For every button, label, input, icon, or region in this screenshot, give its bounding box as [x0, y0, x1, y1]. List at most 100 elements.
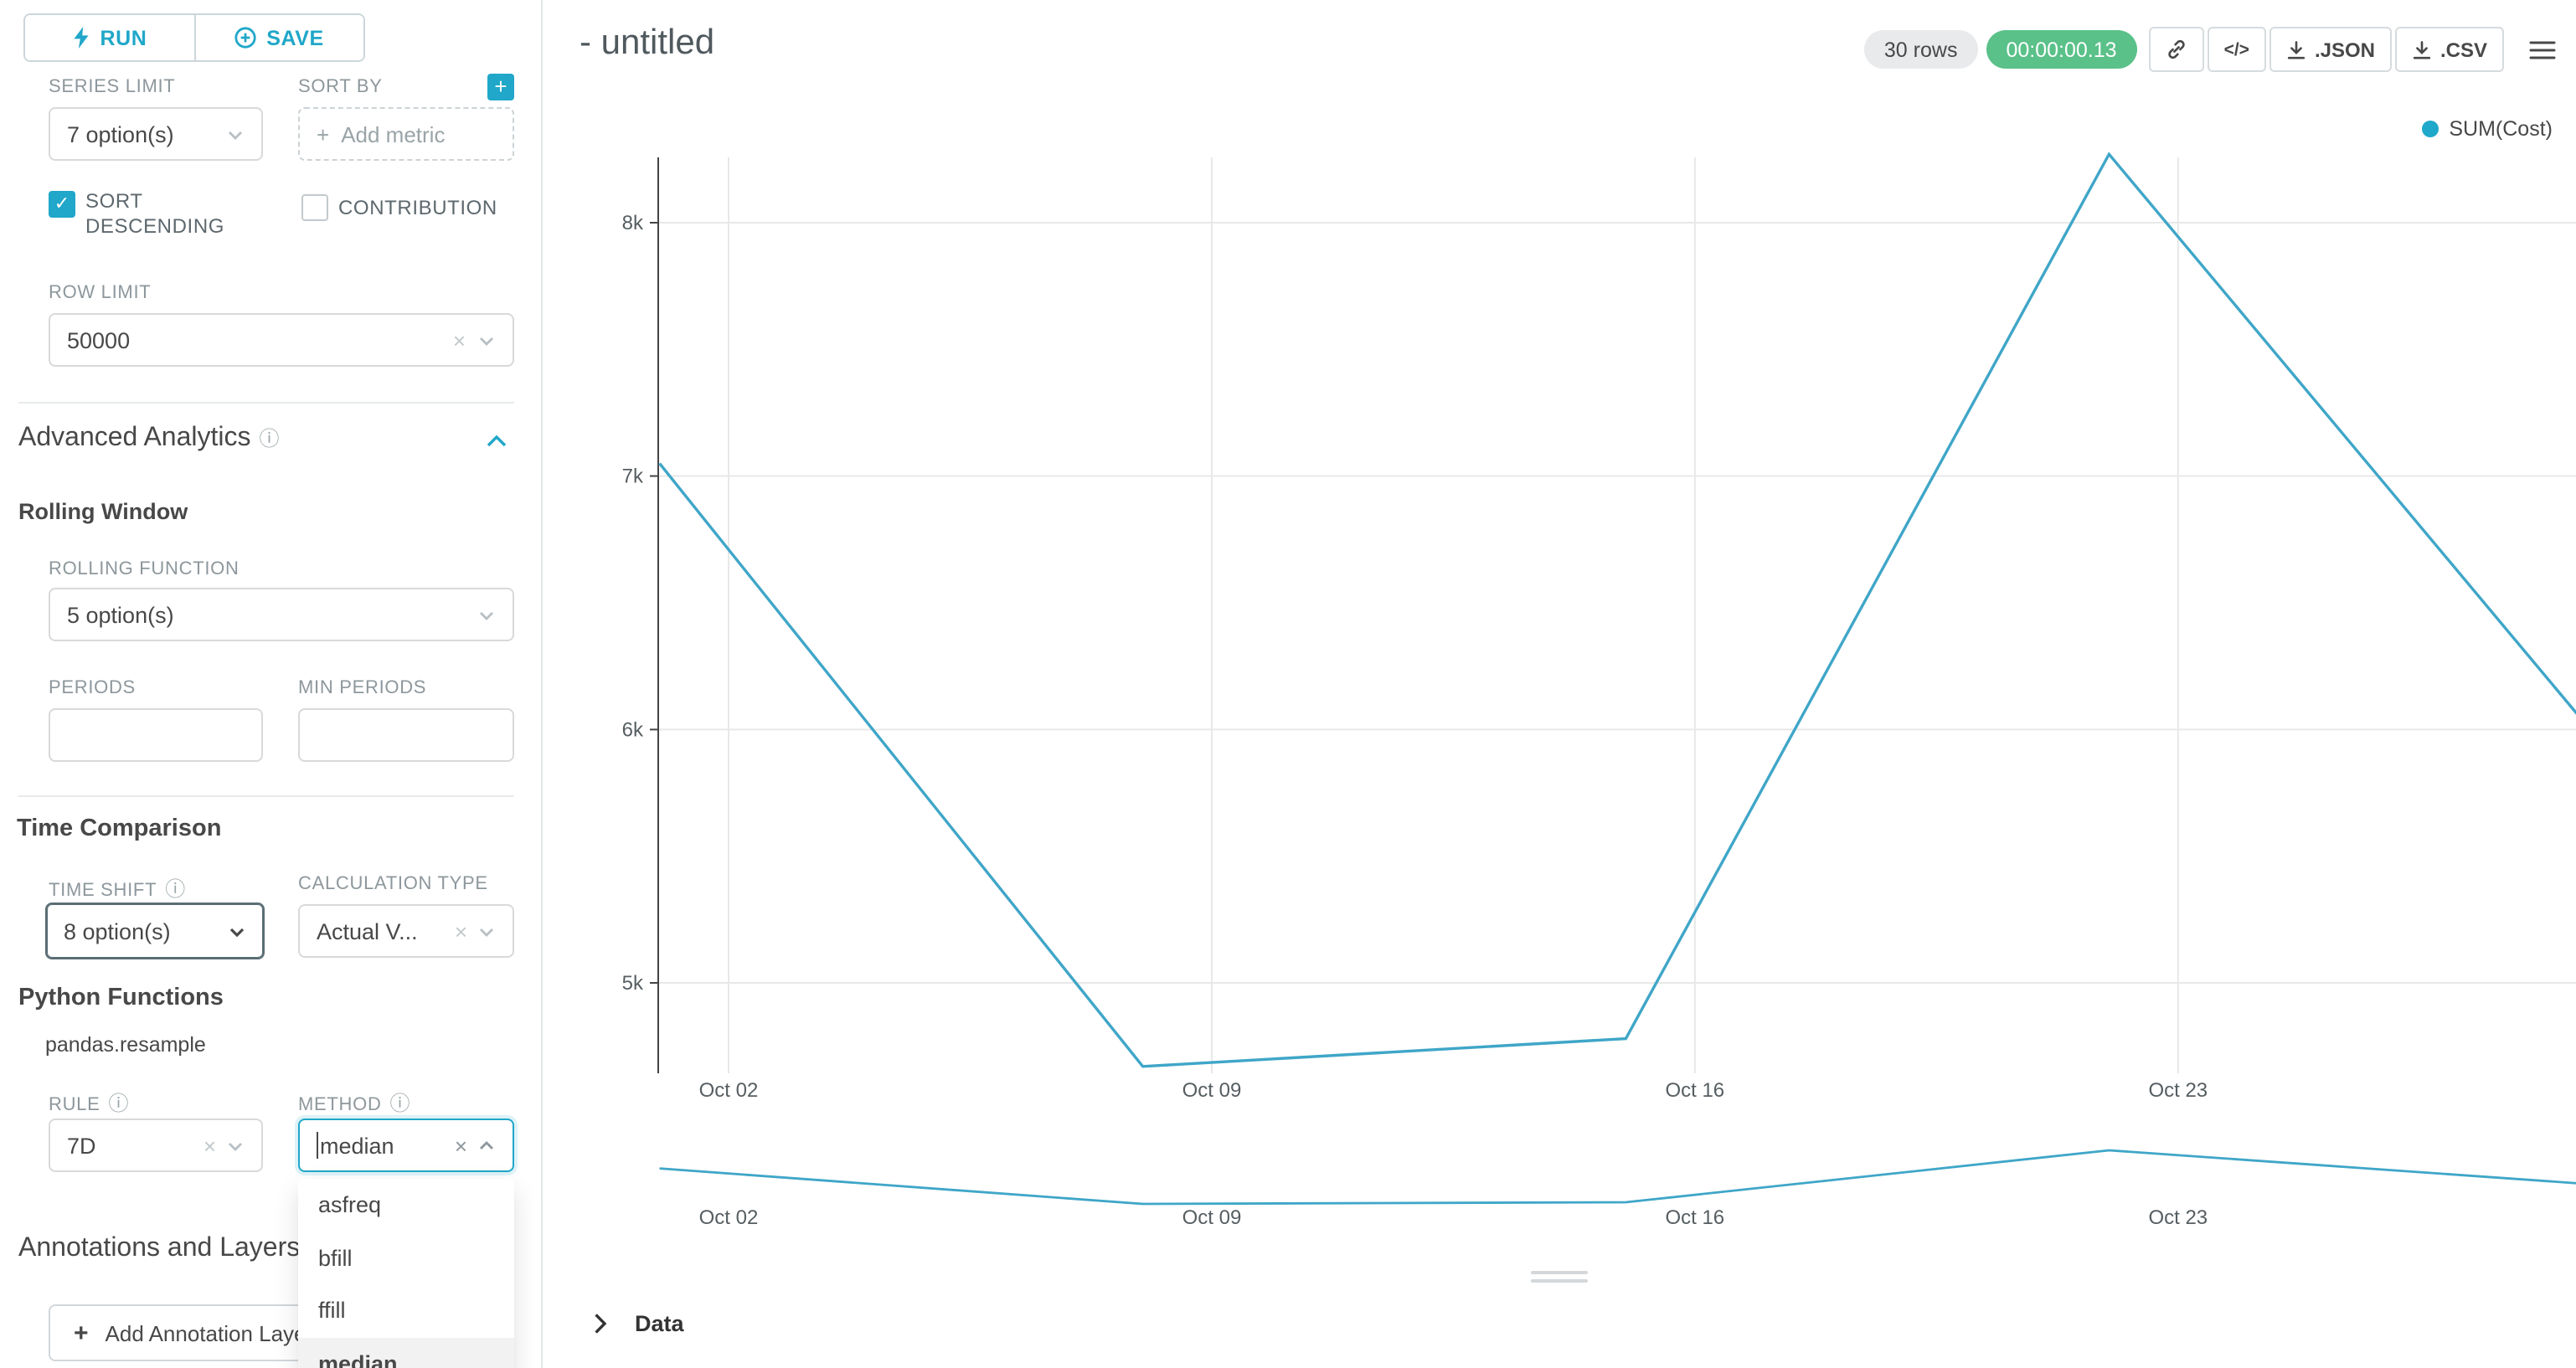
add-sort-metric-button[interactable]: + — [487, 74, 514, 100]
plus-circle-icon — [234, 27, 256, 49]
rolling-function-value: 5 option(s) — [67, 602, 174, 627]
min-periods-input[interactable] — [298, 708, 514, 762]
chart-menu-button[interactable] — [2519, 27, 2566, 72]
time-shift-label-text: TIME SHIFT — [49, 881, 157, 901]
method-option-median[interactable]: median — [298, 1337, 514, 1368]
rule-label-text: RULE — [49, 1095, 100, 1115]
min-periods-label: MIN PERIODS — [298, 678, 427, 698]
time-shift-value: 8 option(s) — [64, 918, 171, 944]
row-limit-select[interactable]: 50000 × — [49, 313, 514, 367]
clear-icon[interactable]: × — [452, 327, 466, 352]
method-option-asfreq[interactable]: asfreq — [298, 1179, 514, 1232]
mini-chart-brush[interactable] — [658, 1132, 2576, 1229]
rule-label: RULE ⓘ — [49, 1088, 129, 1117]
time-shift-label: TIME SHIFT ⓘ — [49, 874, 186, 903]
export-button-group: </> .JSON .CSV — [2148, 27, 2504, 72]
method-value: median — [320, 1133, 394, 1158]
chart-header-controls: 30 rows 00:00:00.13 </> .JSON .CSV — [1863, 27, 2566, 72]
rolling-window-heading: Rolling Window — [18, 499, 188, 524]
panel-resize-handle[interactable] — [1531, 1266, 1588, 1288]
rule-value: 7D — [67, 1133, 96, 1158]
info-icon: ⓘ — [108, 1092, 130, 1115]
x-tick-label: Oct 16 — [1665, 1079, 1724, 1102]
info-icon: ⓘ — [389, 1092, 411, 1115]
method-label: METHOD ⓘ — [298, 1088, 410, 1117]
main-series-line — [658, 152, 2576, 1068]
time-comparison-heading: Time Comparison — [17, 815, 222, 842]
calculation-type-label: CALCULATION TYPE — [298, 874, 488, 894]
plus-icon: + — [317, 121, 330, 147]
link-icon — [2166, 39, 2187, 60]
rolling-function-select[interactable]: 5 option(s) — [49, 588, 514, 641]
series-limit-label: SERIES LIMIT — [49, 77, 176, 97]
sort-descending-label: SORT DESCENDING — [85, 189, 225, 238]
legend-item[interactable]: SUM(Cost) — [2422, 117, 2553, 141]
chevron-down-icon — [477, 605, 496, 624]
advanced-analytics-title: Advanced Analytics — [18, 424, 251, 452]
chevron-down-icon — [226, 125, 245, 143]
export-json-button[interactable]: .JSON — [2269, 27, 2392, 72]
chevron-up-icon — [486, 434, 507, 449]
clear-icon[interactable]: × — [454, 1133, 467, 1158]
row-count-badge: 30 rows — [1863, 30, 1978, 69]
download-icon — [2286, 39, 2306, 59]
x-tick-label: Oct 09 — [1182, 1079, 1242, 1102]
chevron-right-icon — [593, 1313, 608, 1335]
row-limit-value: 50000 — [67, 327, 131, 352]
collapse-section-button[interactable] — [486, 434, 507, 449]
query-timer-badge: 00:00:00.13 — [1986, 30, 2137, 69]
data-panel-expander[interactable]: Data — [593, 1311, 684, 1336]
contribution-label: CONTRIBUTION — [338, 196, 497, 219]
legend-label: SUM(Cost) — [2449, 117, 2553, 141]
calculation-type-select[interactable]: Actual V... × — [298, 904, 514, 958]
text-cursor — [317, 1132, 318, 1159]
sort-by-label: SORT BY — [298, 77, 383, 97]
clear-icon[interactable]: × — [203, 1133, 216, 1158]
export-json-label: .JSON — [2314, 38, 2375, 61]
chevron-up-icon — [477, 1136, 496, 1155]
periods-label: PERIODS — [49, 678, 136, 698]
row-limit-label: ROW LIMIT — [49, 283, 152, 303]
copy-link-button[interactable] — [2148, 27, 2204, 72]
pandas-resample-label: pandas.resample — [45, 1033, 206, 1057]
download-icon — [2412, 39, 2432, 59]
contribution-checkbox[interactable] — [301, 194, 328, 221]
hamburger-menu-icon — [2529, 39, 2556, 59]
chevron-down-icon — [477, 922, 496, 940]
info-icon: ⓘ — [259, 427, 280, 450]
y-tick-label: 7k — [622, 465, 644, 488]
run-save-button-group: RUN SAVE — [23, 13, 365, 62]
rule-select[interactable]: 7D × — [49, 1119, 263, 1172]
sort-by-add-metric[interactable]: + Add metric — [298, 107, 514, 161]
plus-icon: + — [74, 1319, 89, 1347]
lightning-icon — [72, 27, 90, 49]
sort-descending-checkbox[interactable]: ✓ — [49, 191, 75, 218]
clear-icon[interactable]: × — [454, 918, 467, 944]
y-tick-label: 5k — [622, 972, 644, 995]
export-csv-label: .CSV — [2439, 38, 2487, 61]
chart-title: - untitled — [580, 23, 715, 62]
series-limit-value: 7 option(s) — [67, 121, 174, 147]
series-limit-select[interactable]: 7 option(s) — [49, 107, 263, 161]
export-csv-button[interactable]: .CSV — [2394, 27, 2504, 72]
time-shift-select[interactable]: 8 option(s) — [45, 903, 265, 959]
method-option-ffill[interactable]: ffill — [298, 1284, 514, 1337]
run-button-label: RUN — [100, 26, 147, 49]
plus-icon: + — [494, 74, 507, 99]
periods-input[interactable] — [49, 708, 263, 762]
method-select[interactable]: median × — [298, 1119, 514, 1172]
save-button[interactable]: SAVE — [195, 15, 363, 60]
add-metric-placeholder: Add metric — [341, 121, 446, 147]
legend-marker-icon — [2422, 121, 2439, 137]
y-tick-label: 8k — [622, 212, 644, 234]
embed-code-button[interactable]: </> — [2207, 27, 2266, 72]
run-button[interactable]: RUN — [25, 15, 193, 60]
x-tick-label: Oct 23 — [2148, 1079, 2208, 1102]
calculation-type-value: Actual V... — [317, 918, 418, 944]
method-option-bfill[interactable]: bfill — [298, 1232, 514, 1284]
chevron-down-icon — [477, 331, 496, 349]
chevron-down-icon — [226, 1136, 245, 1155]
x-tick-label: Oct 02 — [699, 1079, 759, 1102]
